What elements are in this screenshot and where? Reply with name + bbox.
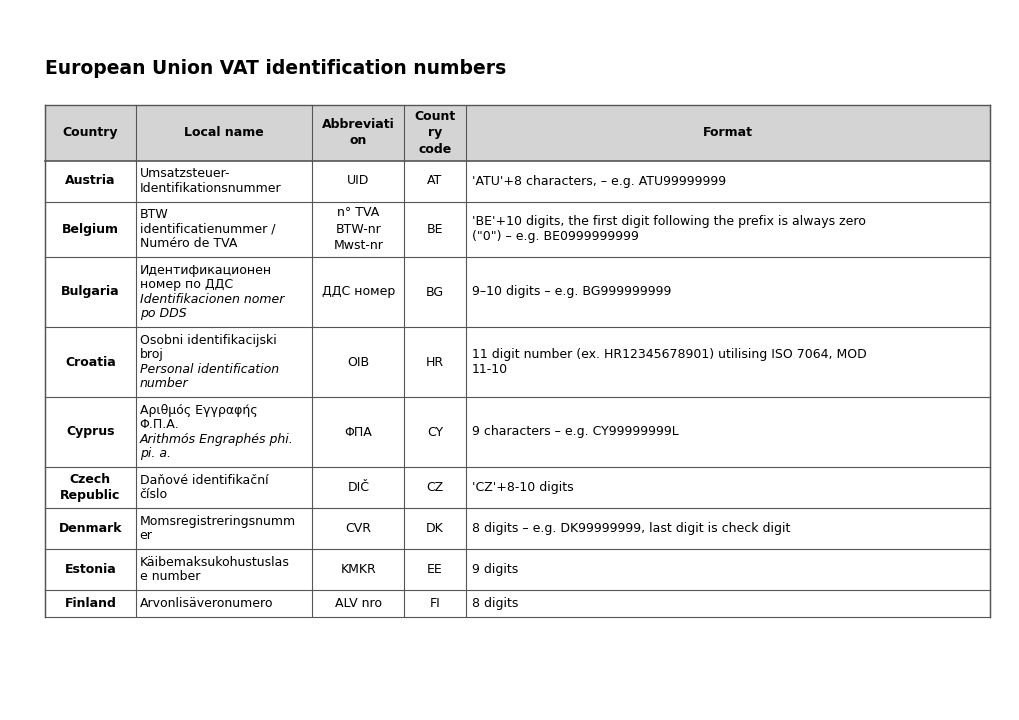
Text: Belgium: Belgium — [62, 222, 119, 235]
Text: Cyprus: Cyprus — [66, 426, 114, 438]
Text: Momsregistreringsnumm: Momsregistreringsnumm — [140, 515, 296, 528]
Text: po DDS: po DDS — [140, 307, 186, 320]
Text: 'ATU'+8 characters, – e.g. ATU99999999: 'ATU'+8 characters, – e.g. ATU99999999 — [471, 174, 725, 187]
Text: European Union VAT identification numbers: European Union VAT identification number… — [45, 59, 505, 78]
Text: Φ.Π.Α.: Φ.Π.Α. — [140, 418, 179, 431]
Text: CY: CY — [426, 426, 442, 438]
Text: ("0") – e.g. BE0999999999: ("0") – e.g. BE0999999999 — [471, 230, 638, 243]
Text: 8 digits: 8 digits — [471, 597, 518, 610]
Text: Denmark: Denmark — [58, 522, 122, 535]
Text: Identifikationsnummer: Identifikationsnummer — [140, 181, 281, 194]
Text: 8 digits – e.g. DK99999999, last digit is check digit: 8 digits – e.g. DK99999999, last digit i… — [471, 522, 789, 535]
Text: EE: EE — [427, 563, 442, 576]
Text: 9 characters – e.g. CY99999999L: 9 characters – e.g. CY99999999L — [471, 426, 678, 438]
Text: Count
ry
code: Count ry code — [414, 109, 455, 156]
Text: Osobni identifikacijski: Osobni identifikacijski — [140, 334, 276, 347]
Text: HR: HR — [425, 356, 443, 369]
Text: Format: Format — [702, 126, 752, 139]
Text: DIČ: DIČ — [346, 481, 369, 494]
Text: OIB: OIB — [346, 356, 369, 369]
Text: CVR: CVR — [344, 522, 371, 535]
Text: KMKR: KMKR — [340, 563, 376, 576]
Text: Country: Country — [62, 126, 118, 139]
Text: Personal identification: Personal identification — [140, 363, 278, 376]
Text: BE: BE — [426, 222, 442, 235]
Text: UID: UID — [346, 174, 369, 187]
Text: BTW: BTW — [140, 208, 168, 221]
Text: 11-10: 11-10 — [471, 363, 507, 376]
Text: Numéro de TVA: Numéro de TVA — [140, 238, 236, 251]
Text: Croatia: Croatia — [65, 356, 115, 369]
Text: Identifikacionen nomer: Identifikacionen nomer — [140, 293, 284, 306]
Text: CZ: CZ — [426, 481, 443, 494]
Text: Αριθμός Εγγραφής: Αριθμός Εγγραφής — [140, 404, 257, 417]
Text: Umsatzsteuer-: Umsatzsteuer- — [140, 167, 230, 180]
Text: Local name: Local name — [184, 126, 264, 139]
Text: er: er — [140, 529, 153, 542]
Text: Käibemaksukohustuslas: Käibemaksukohustuslas — [140, 556, 289, 569]
Text: 11 digit number (ex. HR12345678901) utilising ISO 7064, MOD: 11 digit number (ex. HR12345678901) util… — [471, 348, 865, 361]
Text: number: number — [140, 377, 189, 390]
Text: n° TVA
BTW-nr
Mwst-nr: n° TVA BTW-nr Mwst-nr — [333, 206, 383, 252]
Text: номер по ДДС: номер по ДДС — [140, 278, 232, 292]
Text: 'CZ'+8-10 digits: 'CZ'+8-10 digits — [471, 481, 573, 494]
Text: BG: BG — [425, 286, 443, 299]
Text: Идентификационен: Идентификационен — [140, 264, 272, 276]
Text: e number: e number — [140, 570, 200, 583]
Text: DK: DK — [426, 522, 443, 535]
Text: FI: FI — [429, 597, 440, 610]
Text: Arithmós Engraphés phi.: Arithmós Engraphés phi. — [140, 433, 293, 446]
Text: ДДС номер: ДДС номер — [321, 286, 394, 299]
Text: Daňové identifikační: Daňové identifikační — [140, 474, 268, 487]
Text: identificatienummer /: identificatienummer / — [140, 222, 275, 235]
Text: broj: broj — [140, 348, 163, 361]
Text: pi. a.: pi. a. — [140, 447, 170, 460]
Text: 9 digits: 9 digits — [471, 563, 518, 576]
Text: Bulgaria: Bulgaria — [61, 286, 119, 299]
Text: Estonia: Estonia — [64, 563, 116, 576]
Text: 'BE'+10 digits, the first digit following the prefix is always zero: 'BE'+10 digits, the first digit followin… — [471, 215, 864, 228]
Text: Finland: Finland — [64, 597, 116, 610]
Text: Austria: Austria — [65, 174, 115, 187]
Text: Abbreviati
on: Abbreviati on — [322, 118, 394, 148]
Text: ALV nro: ALV nro — [334, 597, 381, 610]
Bar — [45, 105, 989, 161]
Text: Arvonlisäveronumero: Arvonlisäveronumero — [140, 597, 273, 610]
Text: číslo: číslo — [140, 488, 168, 501]
Text: Czech
Republic: Czech Republic — [60, 473, 120, 503]
Text: 9–10 digits – e.g. BG999999999: 9–10 digits – e.g. BG999999999 — [471, 286, 671, 299]
Text: AT: AT — [427, 174, 442, 187]
Text: ΦΠΑ: ΦΠΑ — [344, 426, 372, 438]
